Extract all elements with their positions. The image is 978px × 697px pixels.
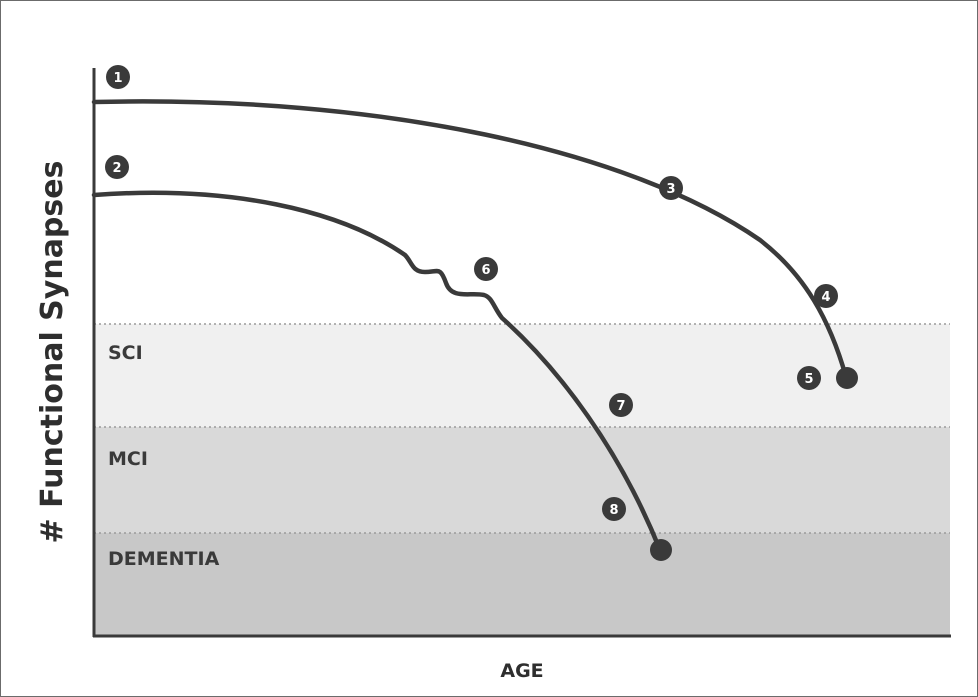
x-axis-label: AGE	[500, 660, 543, 682]
zone-label-dementia: DEMENTIA	[108, 548, 220, 570]
svg-text:5: 5	[804, 372, 813, 387]
zone-mci	[94, 427, 950, 533]
svg-text:1: 1	[113, 71, 122, 86]
marker-6: 6	[474, 257, 498, 281]
healthy-aging-curve	[91, 99, 849, 380]
marker-3: 3	[659, 176, 683, 200]
marker-4: 4	[814, 284, 838, 308]
svg-text:8: 8	[609, 503, 618, 518]
decline-curve	[91, 190, 663, 553]
svg-text:3: 3	[666, 182, 675, 197]
zone-label-sci: SCI	[108, 342, 143, 364]
marker-8: 8	[602, 497, 626, 521]
marker-5: 5	[797, 366, 821, 390]
svg-text:2: 2	[112, 161, 121, 176]
marker-1: 1	[106, 65, 130, 89]
healthy-curve-endpoint	[836, 367, 858, 389]
svg-text:4: 4	[821, 290, 830, 305]
zone-label-mci: MCI	[108, 448, 148, 470]
svg-text:6: 6	[481, 263, 490, 278]
marker-7: 7	[609, 393, 633, 417]
y-axis-label: # Functional Synapses	[35, 161, 70, 544]
svg-text:7: 7	[616, 399, 625, 414]
decline-curve-endpoint	[650, 539, 672, 561]
marker-2: 2	[105, 155, 129, 179]
zone-dementia	[94, 533, 950, 636]
